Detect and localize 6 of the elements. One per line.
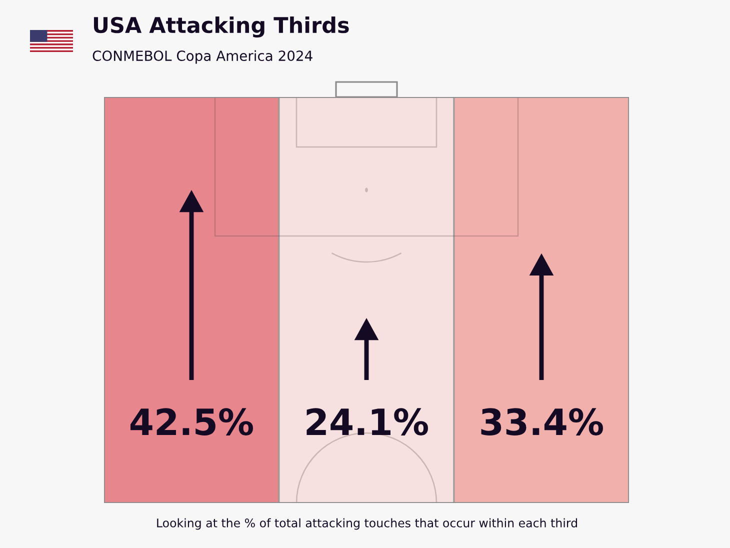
data-label: 24.1% bbox=[306, 408, 428, 436]
text: CONMEBOL Copa America 2024 bbox=[92, 50, 312, 64]
text: USA Attacking Thirds bbox=[94, 16, 349, 38]
data-label: 33.4% bbox=[481, 408, 603, 436]
data-label: 42.5% bbox=[130, 408, 253, 436]
text: Looking at the % of total attacking touches that occur within each third bbox=[157, 518, 577, 530]
